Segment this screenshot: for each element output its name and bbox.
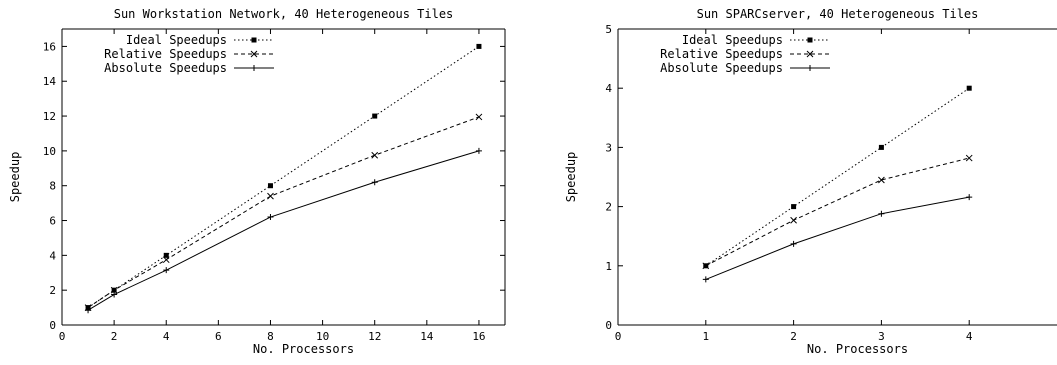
legend-marker <box>806 50 814 58</box>
series-line-relative-speedups <box>87 116 480 309</box>
x-tick-label: 10 <box>316 330 329 343</box>
legend-label: Relative Speedups <box>660 47 783 61</box>
legend-label: Relative Speedups <box>104 47 227 61</box>
x-tick-label: 6 <box>215 330 222 343</box>
y-tick-label: 5 <box>605 23 612 36</box>
y-tick-label: 0 <box>49 319 56 332</box>
data-point <box>371 151 379 159</box>
x-tick-label: 2 <box>790 330 797 343</box>
data-point <box>790 240 797 247</box>
legend-marker <box>807 37 813 43</box>
y-tick-label: 16 <box>43 40 56 53</box>
data-point <box>163 252 169 258</box>
data-point <box>791 204 797 210</box>
legend-label: Ideal Speedups <box>126 33 227 47</box>
data-point <box>476 43 482 49</box>
y-tick-label: 0 <box>605 319 612 332</box>
y-tick-label: 3 <box>605 141 612 154</box>
y-tick-label: 4 <box>605 82 612 95</box>
data-point <box>702 262 710 270</box>
series-line-absolute-speedups <box>87 150 480 311</box>
data-point <box>162 256 170 264</box>
x-tick-label: 0 <box>615 330 622 343</box>
data-point <box>790 216 797 224</box>
y-tick-label: 2 <box>49 284 56 297</box>
data-point <box>163 267 170 274</box>
data-point <box>85 307 92 314</box>
legend-label: Ideal Speedups <box>682 33 783 47</box>
series-line-ideal-speedups <box>87 45 480 309</box>
data-point <box>267 192 274 200</box>
y-tick-label: 2 <box>605 201 612 214</box>
y-tick-label: 1 <box>605 260 612 273</box>
x-tick-label: 8 <box>267 330 274 343</box>
data-point <box>371 179 378 186</box>
data-point <box>267 214 274 221</box>
x-tick-label: 2 <box>111 330 118 343</box>
data-point <box>372 113 378 119</box>
y-axis-label: Speedup <box>8 152 22 203</box>
legend-marker <box>807 65 813 71</box>
data-point <box>966 85 972 91</box>
series-line-ideal-speedups <box>705 87 970 267</box>
x-axis-label: No. Processors <box>253 342 354 356</box>
x-tick-label: 12 <box>368 330 381 343</box>
x-tick-label: 3 <box>878 330 885 343</box>
x-tick-label: 0 <box>59 330 66 343</box>
y-tick-label: 8 <box>49 180 56 193</box>
x-tick-label: 4 <box>966 330 973 343</box>
legend-label: Absolute Speedups <box>104 61 227 75</box>
y-axis-label: Speedup <box>564 152 578 203</box>
data-point <box>878 176 885 184</box>
x-tick-label: 4 <box>163 330 170 343</box>
x-tick-label: 1 <box>702 330 709 343</box>
legend-marker <box>250 50 258 58</box>
data-point <box>475 147 482 154</box>
data-point <box>878 210 885 217</box>
chart-workstation-network: Sun Workstation Network, 40 Heterogeneou… <box>8 7 506 356</box>
data-point <box>702 276 709 283</box>
y-tick-label: 10 <box>43 145 56 158</box>
data-point <box>110 286 118 294</box>
x-axis-label: No. Processors <box>807 342 908 356</box>
y-tick-label: 6 <box>49 215 56 228</box>
legend-marker <box>251 37 257 43</box>
chart-title: Sun SPARCserver, 40 Heterogeneous Tiles <box>697 7 979 21</box>
y-tick-label: 4 <box>49 249 56 262</box>
y-tick-label: 14 <box>43 75 57 88</box>
data-point <box>878 144 884 150</box>
chart-title: Sun Workstation Network, 40 Heterogeneou… <box>114 7 454 21</box>
series-line-absolute-speedups <box>705 196 970 280</box>
data-point <box>965 154 973 162</box>
data-point <box>475 113 483 121</box>
data-point <box>267 183 273 189</box>
data-point <box>111 291 118 298</box>
chart-sparcserver: Sun SPARCserver, 40 Heterogeneous Tiles 0… <box>564 7 1057 356</box>
legend-marker <box>251 65 257 71</box>
legend-label: Absolute Speedups <box>660 61 783 75</box>
series-line-relative-speedups <box>705 157 970 267</box>
data-point <box>966 194 973 201</box>
y-tick-label: 12 <box>43 110 56 123</box>
x-tick-label: 16 <box>472 330 485 343</box>
x-tick-label: 14 <box>420 330 434 343</box>
